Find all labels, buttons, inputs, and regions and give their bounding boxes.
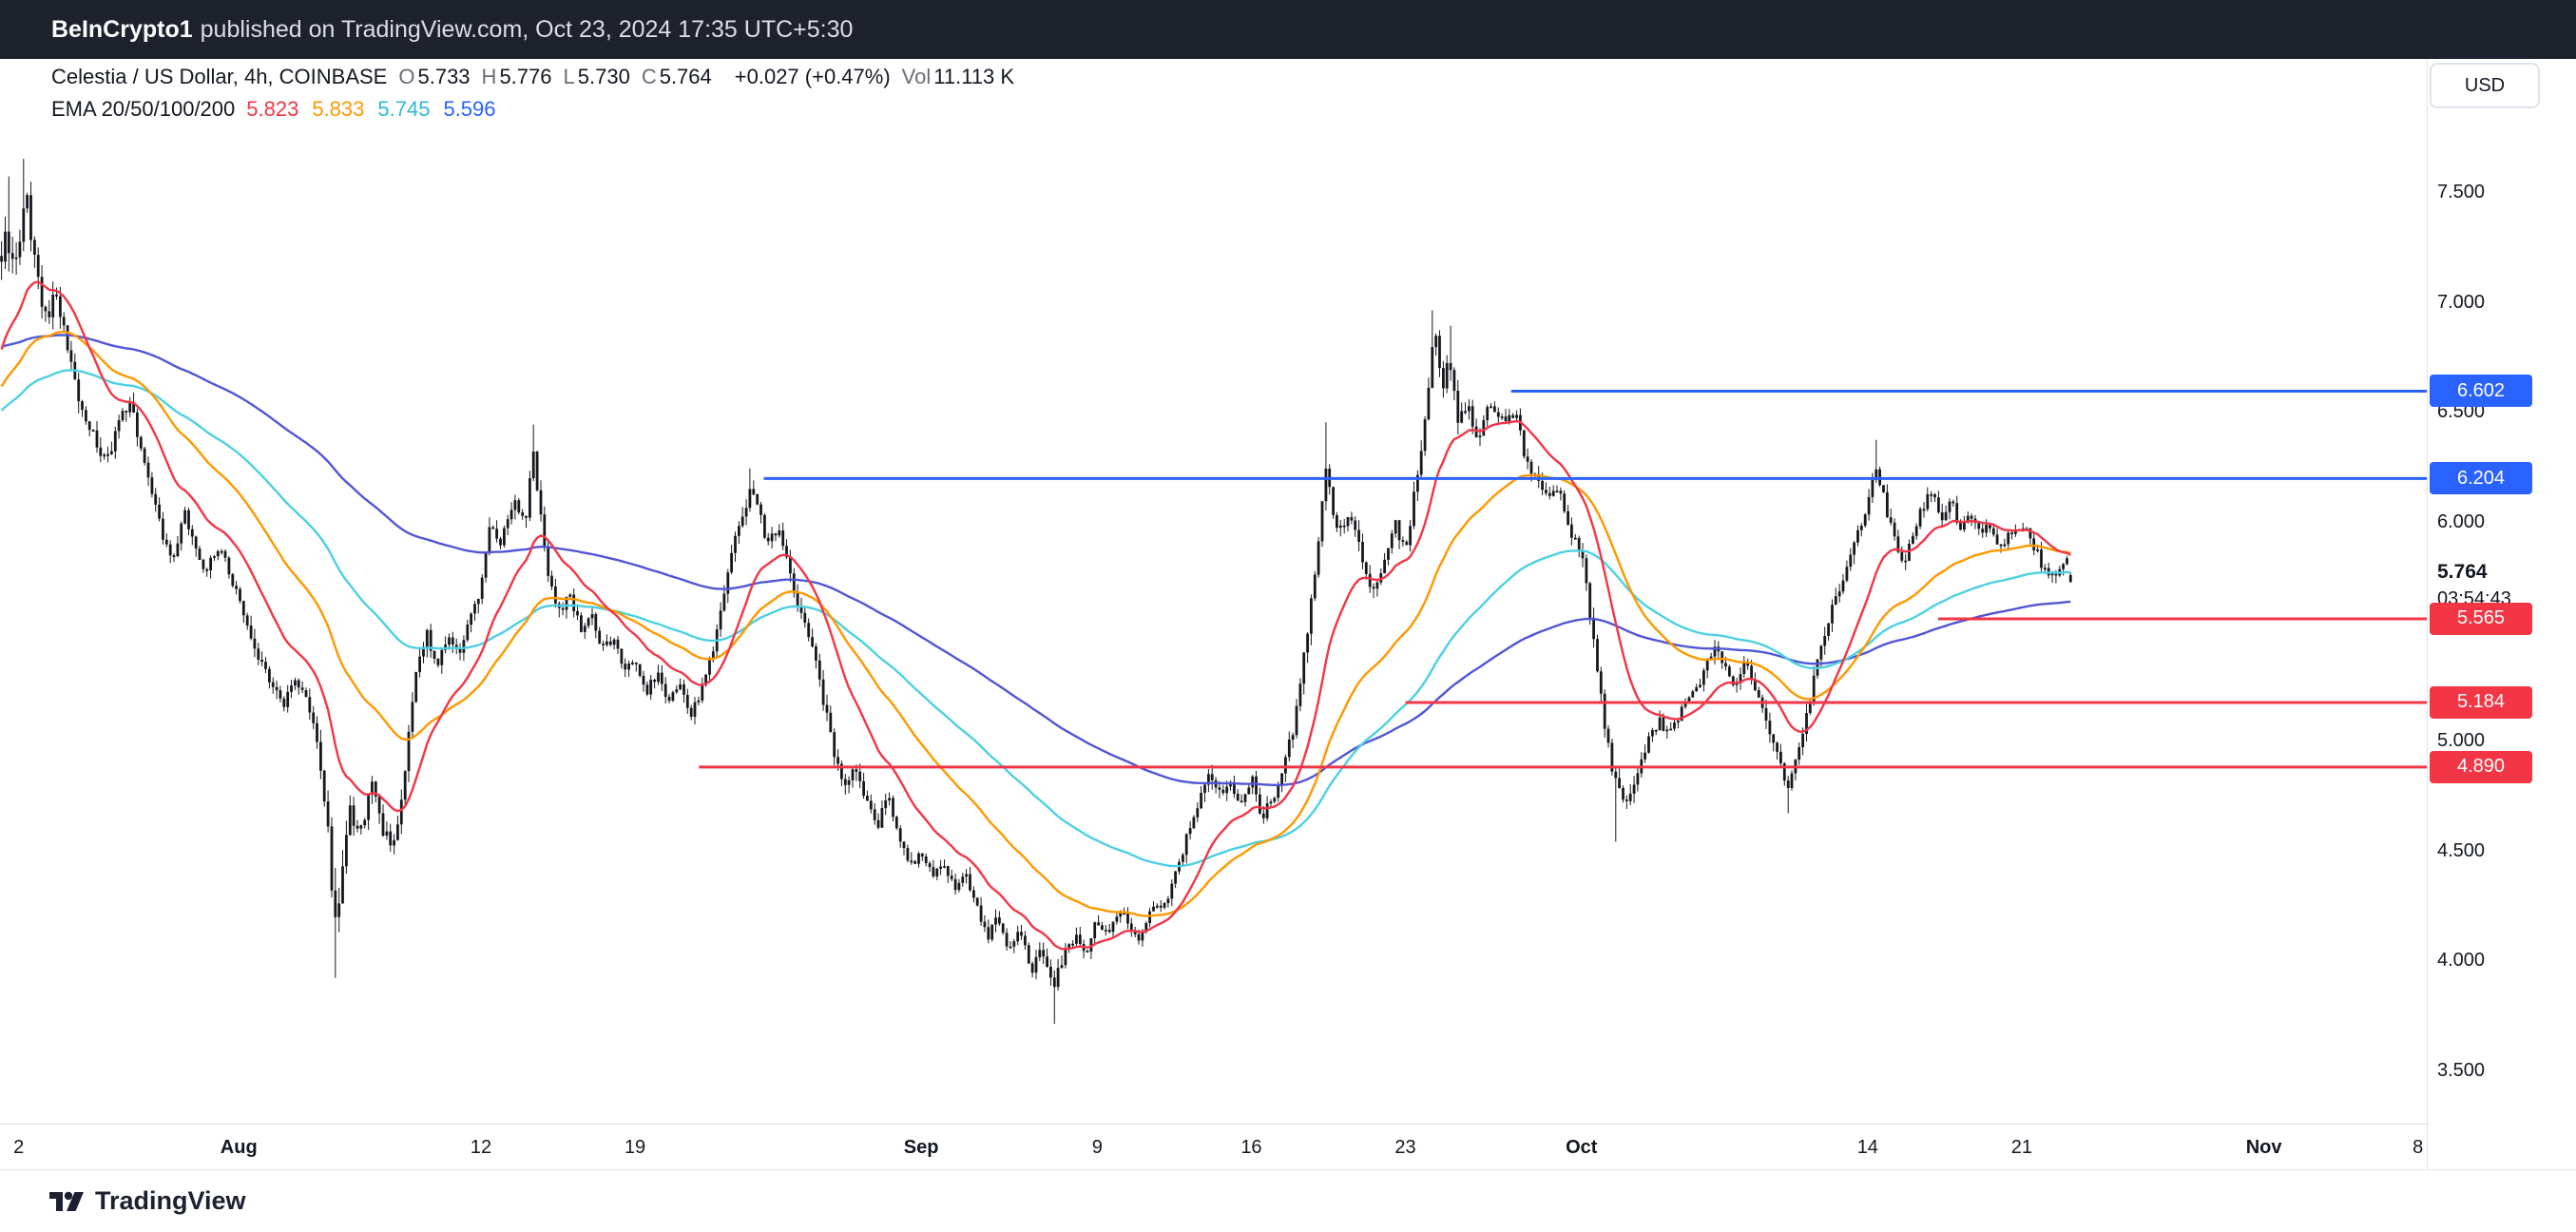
ema-200-line (1, 334, 2071, 786)
ohlc-value: 5.776 (499, 65, 552, 88)
ohlc-value: 5.764 (659, 65, 712, 88)
ohlc-letter: O (398, 65, 415, 88)
ema-indicator-label[interactable]: EMA 20/50/100/200 (51, 97, 236, 121)
chart-legend: Celestia / US Dollar, 4h, COINBASE O 5.73… (51, 65, 1014, 122)
tradingview-wordmark[interactable]: TradingView (95, 1186, 246, 1215)
symbol-title[interactable]: Celestia / US Dollar, 4h, COINBASE (51, 65, 388, 88)
ema-values: 5.823 5.833 5.745 5.596 (246, 97, 495, 122)
time-axis[interactable] (0, 1124, 2427, 1169)
symbol-row: Celestia / US Dollar, 4h, COINBASE O 5.73… (51, 65, 1014, 89)
volume-readout: Vol 11.113 K (902, 65, 1014, 89)
banner-text: published on TradingView.com, Oct 23, 20… (200, 15, 854, 43)
ema-50-line (0, 330, 2071, 917)
price-axis[interactable] (2427, 59, 2576, 1169)
ema-value: 5.823 (246, 97, 299, 121)
candle-wicks (1, 159, 2071, 1025)
change-value: +0.027 (+0.47%) (734, 65, 891, 88)
volume-label: Vol (901, 65, 932, 88)
footer-bar: TradingView (0, 1169, 2576, 1232)
candle-bodies (0, 195, 2072, 988)
ohlc-value: 5.730 (577, 65, 630, 88)
currency-toggle-button[interactable]: USD (2430, 63, 2540, 108)
volume-value: 11.113 K (933, 65, 1015, 88)
ohlc-value: 5.733 (417, 65, 471, 88)
ohlc-letter: L (563, 65, 575, 88)
ema-20-line (0, 280, 2071, 951)
tradingview-logo-icon[interactable] (49, 1188, 84, 1215)
ema-row: EMA 20/50/100/200 5.823 5.833 5.745 5.596 (51, 97, 1014, 122)
ema-100-line (0, 369, 2071, 868)
ema-value: 5.833 (312, 97, 365, 121)
ohlc-values: O 5.733 H 5.776 L 5.730 C 5.764 (398, 65, 722, 89)
ema-value: 5.745 (377, 97, 431, 121)
ema-value: 5.596 (443, 97, 496, 121)
attribution-banner: BeInCrypto1 published on TradingView.com… (0, 0, 2576, 59)
ohlc-letter: H (481, 65, 497, 88)
publisher-name: BeInCrypto1 (51, 15, 193, 43)
ohlc-letter: C (641, 65, 657, 88)
